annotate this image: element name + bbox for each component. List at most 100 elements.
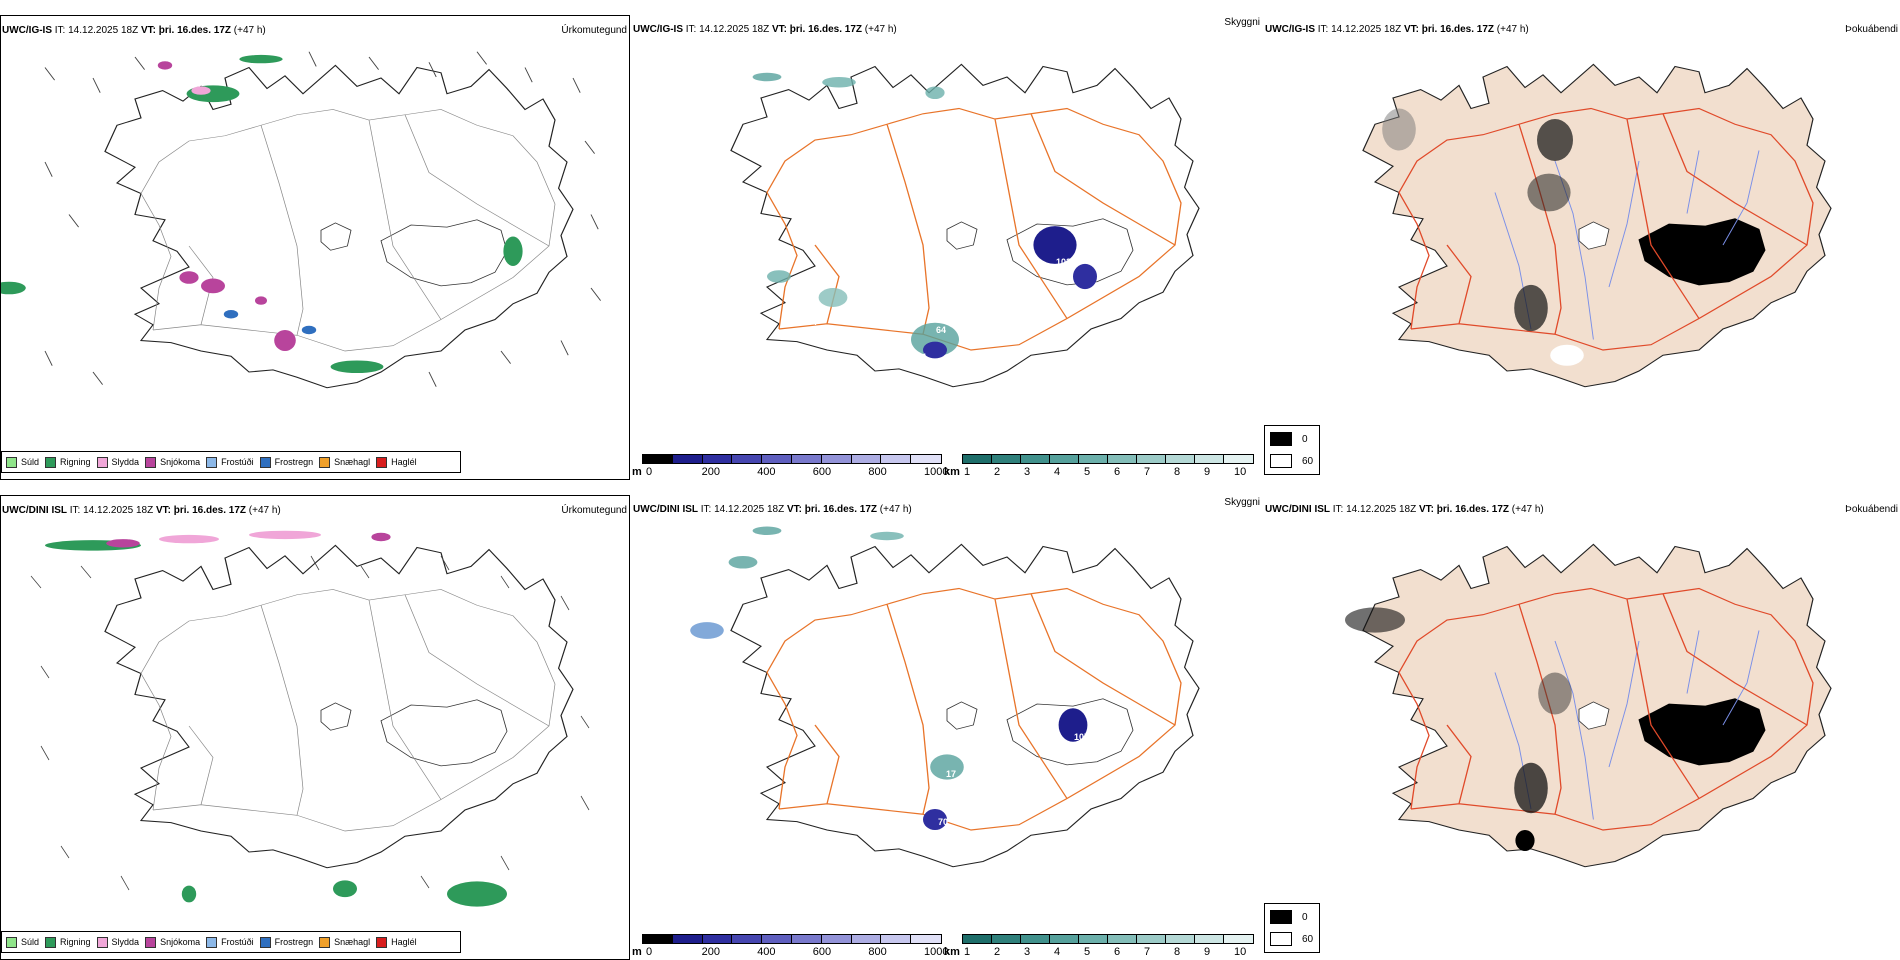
legend-swatch [96,456,108,468]
lead-time: (+47 h) [1496,24,1529,35]
colorbar-step [1079,455,1108,463]
legend-item: Haglél [376,456,417,468]
colorbar-step [821,935,852,943]
colorbar-step [1050,455,1079,463]
legend-swatch [6,456,17,468]
it-value: 14.12.2025 18Z [1346,504,1417,515]
model-name: UWC/DINI ISL [633,504,698,515]
wind-barbs [44,51,601,387]
legend-item: Súld [6,936,39,948]
colorbar-tick: 600 [812,466,832,478]
lead-time: (+47 h) [233,25,266,36]
colorbar-tick: 1 [964,466,971,478]
colorbar-tick: 7 [1144,946,1151,958]
vis-label: 17 [946,769,956,779]
legend-swatch [206,936,218,948]
colorbar-step [1050,935,1079,943]
fog-panel-row2: UWC/DINI ISL IT: 14.12.2025 18Z VT: þri.… [1264,495,1900,960]
it-value: 14.12.2025 18Z [1331,24,1402,35]
colorbar-step [1224,935,1253,943]
colorbar-step [762,455,792,463]
colorbar-tick: 800 [868,466,887,478]
vis-label: 81 [1060,275,1070,285]
legend-item: Slydda [96,456,139,468]
colorbar-tick: 5 [1084,946,1091,958]
legend-label: Frostregn [274,937,314,947]
fog-legend: 0 60 [1264,903,1320,953]
vt-label: VT: [771,24,787,35]
colorbar-step [1021,935,1050,943]
colorbar-step [1224,455,1253,463]
fog-legend-label: 0 [1302,911,1308,923]
visibility-title: Skyggni [1224,17,1260,28]
precip-type-title: Úrkomutegund [561,25,627,36]
colorbar-tick: 2 [994,946,1001,958]
colorbar-tick: 400 [757,466,776,478]
colorbar-step [963,935,992,943]
colorbar-step [851,935,882,943]
colorbar-step [672,455,703,463]
wind-barbs [30,555,590,891]
legend-item: Súld [6,456,39,468]
vis-m-colorbar: m 0 200 400 600 800 1000 [632,454,948,480]
model-name: UWC/DINI ISL [2,505,67,516]
colorbar-step [911,935,941,943]
legend-item: Rigning [45,936,91,948]
colorbar-step [1195,935,1224,943]
legend-label: Snjókoma [160,457,201,467]
legend-swatch [145,936,157,948]
vis-label: 13 [912,817,922,827]
vt-value: þri. 16.des. 17Z [173,505,247,516]
panel-title: UWC/IG-IS IT: 14.12.2025 18Z VT: þri. 16… [2,25,266,36]
legend-item: Rigning [45,456,91,468]
fog-title: Þokuábendi [1845,24,1898,35]
legend-swatch [376,456,388,468]
vis-label: 06 [939,357,949,367]
vis-label: 130 [946,789,961,799]
colorbar-tick: 1000 [924,466,949,478]
model-name: UWC/IG-IS [633,24,683,35]
colorbar-step [702,935,733,943]
legend-label: Snjókoma [160,937,201,947]
lead-time: (+47 h) [248,505,281,516]
legend-item: Snjókoma [145,456,201,468]
colorbar-step [911,455,941,463]
vis-km-colorbar: km 1 2 3 4 5 6 7 8 9 10 [944,454,1254,480]
model-name: UWC/IG-IS [1265,24,1315,35]
colorbar-step [992,935,1021,943]
colorbar-unit: km [944,466,960,478]
colorbar-tick: 200 [701,466,720,478]
colorbar-tick: 10 [1234,946,1247,958]
colorbar-step [1108,935,1137,943]
precip-type-title: Úrkomutegund [561,505,627,516]
visibility-labels: 102 81 10 64 54 51 06 [807,257,1097,367]
legend-label: Frostúði [221,457,254,467]
fog-legend-label: 0 [1302,433,1308,445]
colorbar-tick: 8 [1174,946,1181,958]
legend-swatch [376,936,388,948]
vt-value: þri. 16.des. 17Z [789,24,863,35]
vis-label: 102 [1056,257,1071,267]
colorbar-tick: 400 [757,946,776,958]
colorbar-step [851,455,882,463]
legend-label: Slydda [111,937,140,947]
colorbar-step [1079,935,1108,943]
vis-label: 107 [1074,732,1089,742]
colorbar-tick: 2 [994,466,1001,478]
it-label: IT: [1317,24,1329,35]
colorbar-step [881,455,912,463]
it-label: IT: [69,505,81,516]
colorbar-step [881,935,912,943]
visibility-title: Skyggni [1224,497,1260,508]
legend-item: Frostúði [206,936,254,948]
vt-value: þri. 16.des. 17Z [158,25,232,36]
vis-label: 64 [936,325,946,335]
it-label: IT: [54,25,66,36]
vt-value: þri. 16.des. 17Z [1421,24,1495,35]
vis-km-colorbar: km 1 2 3 4 5 6 7 8 9 10 [944,934,1254,960]
vis-label: 10 [1087,289,1097,299]
legend-item: Haglél [376,936,417,948]
precip-map [1,51,601,389]
it-label: IT: [1332,504,1344,515]
colorbar-step [1137,455,1166,463]
